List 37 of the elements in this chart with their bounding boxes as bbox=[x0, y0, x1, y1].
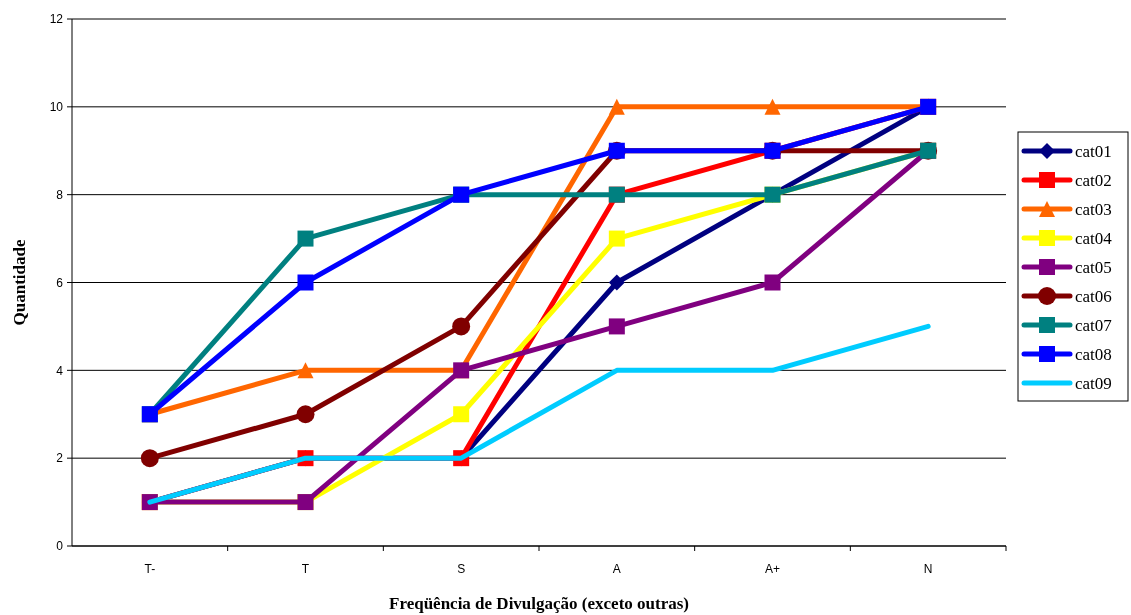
legend-label: cat01 bbox=[1075, 141, 1112, 161]
point bbox=[453, 406, 470, 423]
legend-label: cat04 bbox=[1075, 228, 1113, 248]
legend-label: cat07 bbox=[1075, 315, 1113, 335]
point bbox=[297, 362, 314, 379]
point bbox=[608, 274, 625, 291]
y-tick-label: 0 bbox=[56, 539, 64, 554]
point bbox=[452, 317, 471, 336]
y-tick-label: 6 bbox=[56, 275, 64, 290]
legend-label: cat08 bbox=[1075, 344, 1112, 364]
point bbox=[608, 98, 625, 115]
legend-label: cat06 bbox=[1075, 286, 1112, 306]
legend-label: cat05 bbox=[1075, 257, 1112, 277]
y-tick-label: 8 bbox=[56, 187, 64, 202]
x-tick-label: T- bbox=[144, 562, 156, 576]
point bbox=[608, 318, 625, 335]
x-tick-label: N bbox=[923, 562, 933, 576]
point bbox=[764, 98, 781, 115]
y-axis-title: Quantidade bbox=[10, 239, 29, 326]
y-tick-label: 4 bbox=[56, 363, 64, 378]
x-tick-label: S bbox=[457, 562, 466, 576]
y-tick-label: 12 bbox=[49, 12, 64, 27]
x-tick-label: A+ bbox=[764, 562, 781, 576]
y-tick-label: 2 bbox=[56, 451, 64, 466]
point bbox=[608, 230, 625, 247]
y-tick-label: 10 bbox=[49, 100, 64, 115]
legend-label: cat03 bbox=[1075, 199, 1112, 219]
point bbox=[296, 405, 315, 424]
x-tick-label: A bbox=[612, 562, 621, 576]
legend-label: cat09 bbox=[1075, 373, 1112, 393]
point bbox=[297, 230, 314, 247]
legend-label: cat02 bbox=[1075, 170, 1112, 190]
x-tick-label: T bbox=[301, 562, 310, 576]
point bbox=[140, 449, 159, 468]
point bbox=[764, 274, 781, 291]
point bbox=[297, 274, 314, 291]
x-axis-title: Freqüência de Divulgação (exceto outras) bbox=[389, 594, 689, 613]
